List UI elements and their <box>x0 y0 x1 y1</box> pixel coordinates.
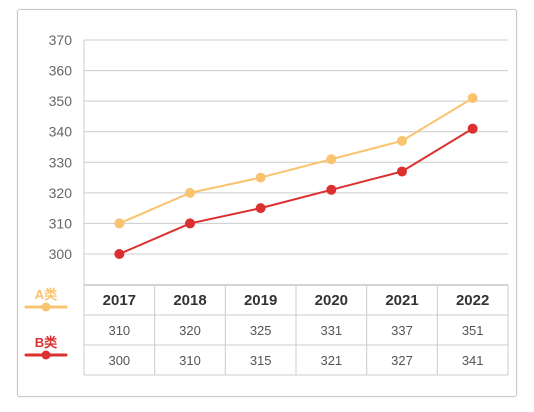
data-point <box>114 218 125 229</box>
legend-marker <box>41 302 51 312</box>
data-point <box>255 203 266 214</box>
series-line <box>118 127 474 255</box>
data-label: 320 <box>179 323 201 338</box>
y-tick-label: 360 <box>49 63 73 79</box>
data-label: 327 <box>391 353 413 368</box>
data-point <box>326 154 337 165</box>
data-label: 331 <box>320 323 342 338</box>
y-tick-label: 300 <box>49 246 73 262</box>
data-label: 341 <box>462 353 484 368</box>
data-label: 300 <box>108 353 130 368</box>
x-tick-label: 2019 <box>244 292 277 309</box>
y-tick-label: 310 <box>49 215 73 231</box>
data-label: 321 <box>320 353 342 368</box>
data-point <box>467 93 478 104</box>
chart-frame <box>17 9 517 397</box>
x-tick-label: 2018 <box>173 292 206 309</box>
y-axis-ticks: 300 310 320 330 340 350 360 370 <box>49 32 73 262</box>
x-tick-label: 2017 <box>103 292 136 309</box>
data-point <box>114 249 125 259</box>
data-label: 310 <box>179 353 201 368</box>
data-point <box>255 172 266 183</box>
series-points <box>114 93 478 259</box>
y-tick-label: 320 <box>49 185 73 201</box>
y-tick-label: 350 <box>49 93 73 109</box>
legend-label: A类 <box>35 287 58 302</box>
y-tick-label: 340 <box>49 124 73 140</box>
series-line <box>118 97 474 225</box>
data-point <box>397 135 407 146</box>
series-lines <box>118 97 474 255</box>
data-point <box>397 166 407 177</box>
y-tick-label: 330 <box>49 154 73 170</box>
y-tick-label: 370 <box>49 32 73 48</box>
data-point <box>185 218 195 229</box>
data-label: 337 <box>391 323 413 338</box>
x-tick-label: 2022 <box>456 292 489 309</box>
data-label: 351 <box>462 323 484 338</box>
data-label: 325 <box>250 323 272 338</box>
x-tick-label: 2021 <box>385 292 418 309</box>
legend-marker <box>41 350 51 360</box>
x-tick-label: 2020 <box>315 292 348 309</box>
data-point <box>185 187 195 198</box>
data-point <box>326 184 337 195</box>
data-label: 310 <box>108 323 130 338</box>
gridlines <box>83 39 508 285</box>
data-label: 315 <box>250 353 272 368</box>
legend: A类 B类 <box>24 287 68 360</box>
legend-label: B类 <box>35 335 58 350</box>
data-point <box>467 123 478 134</box>
data-table: 2017 2018 2019 2020 2021 2022 310 320 325 331 337 3… <box>83 284 509 376</box>
